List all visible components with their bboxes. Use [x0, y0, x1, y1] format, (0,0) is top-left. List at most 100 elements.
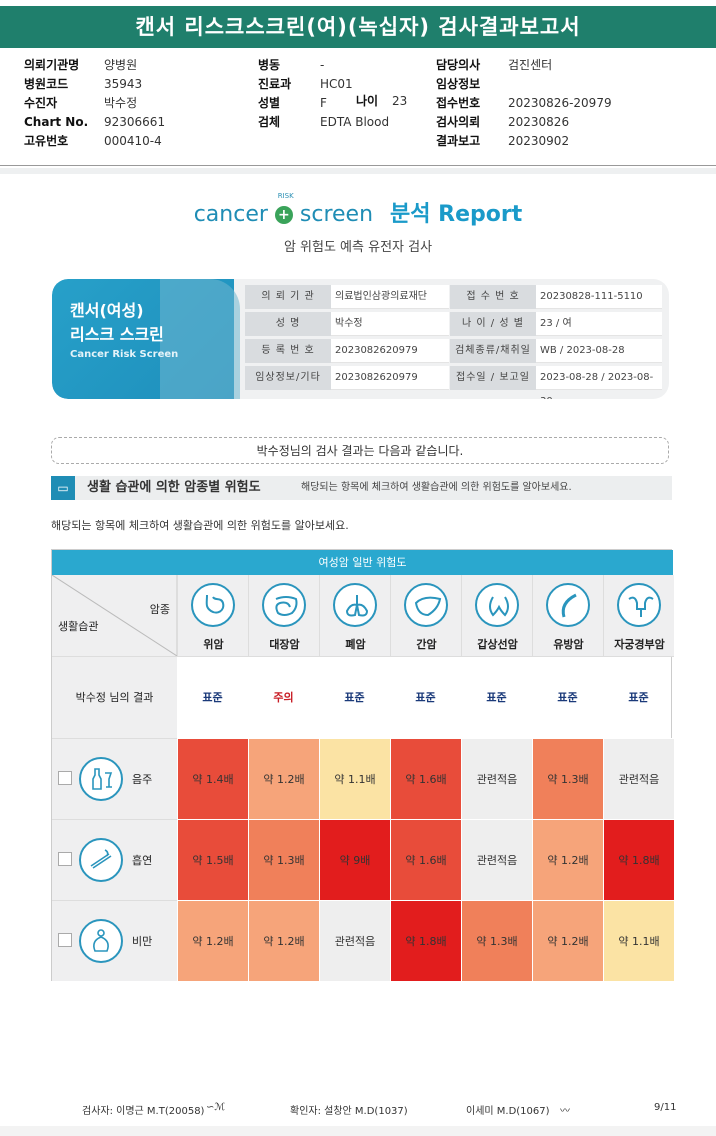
- cancer-name: 대장암: [269, 638, 300, 651]
- patient-info-card: 캔서(여성) 리스크 스크린 Cancer Risk Screen 의 뢰 기 …: [52, 279, 669, 399]
- habit-row-label: 비만: [52, 900, 177, 981]
- result-cell: 표준: [603, 656, 674, 738]
- subtitle: 암 위험도 예측 유전자 검사: [283, 240, 433, 255]
- corner-cancer-label: 암종: [149, 603, 170, 616]
- habit-name: 음주: [132, 773, 153, 786]
- breast-icon: [546, 583, 590, 627]
- habit-name: 비만: [132, 935, 153, 948]
- col2-row: 검체 EDTA Blood: [258, 113, 389, 132]
- info-key: 검체종류/채취일: [450, 339, 536, 363]
- col2-label: 성별: [258, 96, 281, 110]
- bed-icon: ▭: [51, 476, 75, 500]
- result-summary: 박수정님의 검사 결과는 다음과 같습니다.: [51, 437, 669, 464]
- smoking-icon: [79, 838, 123, 882]
- col2-value: F: [320, 96, 327, 110]
- risk-cell: 약 1.2배: [532, 900, 603, 981]
- risk-cell: 약 9배: [319, 819, 390, 900]
- info-key: 성 명: [245, 312, 331, 336]
- instruction-note: 해당되는 항목에 체크하여 생활습관에 의한 위험도를 알아보세요.: [51, 519, 349, 532]
- col3-row: 결과보고 20230902: [436, 132, 569, 151]
- risk-cell: 약 1.6배: [390, 738, 461, 819]
- risk-cell: 관련적음: [461, 819, 532, 900]
- report-title: 캔서 리스크스크린(여)(녹십자) 검사결과보고서: [0, 6, 716, 48]
- risk-cell: 약 1.2배: [248, 738, 319, 819]
- card-title-panel: 캔서(여성) 리스크 스크린 Cancer Risk Screen: [52, 279, 240, 399]
- col2-row: 병동 -: [258, 56, 324, 75]
- risk-cell: 약 1.8배: [390, 900, 461, 981]
- result-cell: 표준: [319, 656, 390, 738]
- result-cell: 표준: [532, 656, 603, 738]
- col2-label: 병동: [258, 58, 281, 72]
- result-cell: 표준: [461, 656, 532, 738]
- page-number: 9/11: [654, 1102, 677, 1113]
- corner-diagonal: [52, 575, 177, 656]
- cancer-column: 폐암: [319, 575, 390, 656]
- card-title-2: 리스크 스크린: [70, 325, 164, 344]
- col1-row: 병원코드 35943: [24, 75, 142, 94]
- cancer-column: 자궁경부암: [603, 575, 674, 656]
- col2-value: -: [320, 58, 325, 72]
- col1-label: 고유번호: [24, 134, 69, 148]
- col2-value: HC01: [320, 77, 353, 91]
- col2-row: 진료과 HC01: [258, 75, 353, 94]
- col3-value: 20230826: [508, 115, 570, 129]
- col1-row: 의뢰기관명 양병원: [24, 56, 137, 75]
- info-key: 등 록 번 호: [245, 339, 331, 363]
- col3-label: 결과보고: [436, 134, 481, 148]
- info-value: WB / 2023-08-28: [536, 339, 662, 363]
- col3-value: 20230902: [508, 134, 570, 148]
- footer-tester: 검사자: 이명근 M.T(20058): [82, 1106, 205, 1117]
- thyroid-icon: [475, 583, 519, 627]
- col1-row: 수진자 박수정: [24, 94, 137, 113]
- risk-cell: 약 1.3배: [461, 900, 532, 981]
- risk-cell: 약 1.3배: [248, 819, 319, 900]
- footer-doctor2: 이세미 M.D(1067): [466, 1106, 550, 1117]
- risk-cell: 관련적음: [461, 738, 532, 819]
- col3-label: 임상정보: [436, 77, 481, 91]
- info-value: 의료법인삼광의료재단: [331, 285, 449, 309]
- age-label: 나이: [356, 94, 379, 108]
- col1-label: 의뢰기관명: [24, 58, 80, 72]
- footer-confirmer: 확인자: 설창안 M.D(1037): [290, 1106, 408, 1117]
- info-key: 나 이 / 성 별: [450, 312, 536, 336]
- doctor2-signature: 〰: [560, 1106, 570, 1117]
- info-key: 의 뢰 기 관: [245, 285, 331, 309]
- result-cell: 표준: [177, 656, 248, 738]
- info-value: 박수정: [331, 312, 449, 336]
- card-title-en: Cancer Risk Screen: [70, 349, 179, 360]
- info-key: 접수일 / 보고일: [450, 366, 536, 390]
- col1-value: 양병원: [104, 58, 138, 72]
- liver-icon: [404, 583, 448, 627]
- result-cell: 주의: [248, 656, 319, 738]
- col1-value: 박수정: [104, 96, 138, 110]
- habit-row-label: 음주: [52, 738, 177, 819]
- section-header: ▭ 생활 습관에 의한 암종별 위험도 해당되는 항목에 체크하여 생활습관에 …: [51, 476, 672, 500]
- table-header: 여성암 일반 위험도: [52, 550, 673, 575]
- col3-label: 검사의뢰: [436, 115, 481, 129]
- habit-checkbox[interactable]: [58, 933, 72, 947]
- alcohol-icon: [79, 757, 123, 801]
- plus-icon: +: [274, 206, 293, 224]
- habit-checkbox[interactable]: [58, 771, 72, 785]
- habit-checkbox[interactable]: [58, 852, 72, 866]
- section-separator: [0, 168, 716, 174]
- tester-signature: ∽ℳ: [206, 1102, 226, 1113]
- stomach-icon: [191, 583, 235, 627]
- info-value: 20230828-111-5110: [536, 285, 662, 309]
- col3-row: 검사의뢰 20230826: [436, 113, 569, 132]
- col3-label: 담당의사: [436, 58, 481, 72]
- result-cell: 표준: [390, 656, 461, 738]
- risk-cell: 약 1.2배: [532, 819, 603, 900]
- cancer-name: 폐암: [345, 638, 366, 651]
- col1-label: 병원코드: [24, 77, 69, 91]
- cancer-column: 위암: [177, 575, 248, 656]
- info-key: 임상정보/기타: [245, 366, 331, 390]
- uterus-icon: [617, 583, 661, 627]
- bottom-border: [0, 1126, 716, 1136]
- risk-table: 여성암 일반 위험도 암종 생활습관 박수정 님의 결과 위암 표준 대장암 주의 폐암…: [51, 549, 674, 981]
- section-title: 생활 습관에 의한 암종별 위험도: [87, 480, 261, 495]
- info-value: 23 / 여: [536, 312, 662, 336]
- col3-row: 담당의사 검진센터: [436, 56, 552, 75]
- col2-label: 검체: [258, 115, 281, 129]
- risk-cell: 약 1.2배: [177, 900, 248, 981]
